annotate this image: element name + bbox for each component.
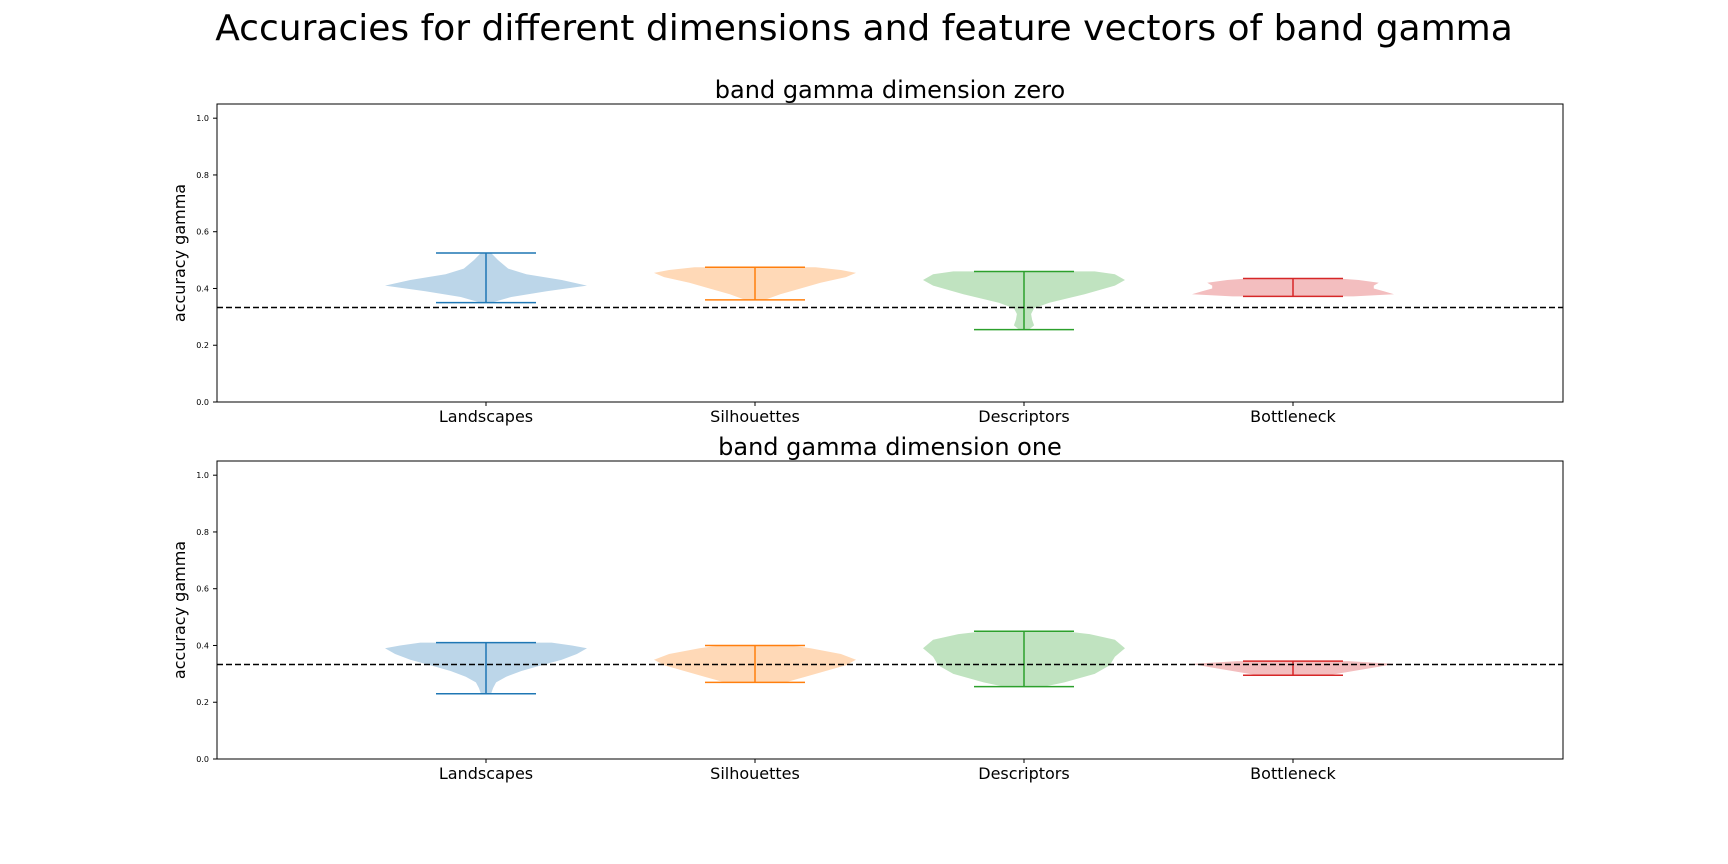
chart-panel-0: band gamma dimension zero accuracy gamma 0… [170, 76, 1564, 426]
x-tick-label: Silhouettes [710, 764, 800, 783]
x-tick-label: Descriptors [978, 407, 1069, 426]
y-tick-label: 1.0 [196, 114, 209, 123]
y-tick-label: 0.2 [196, 698, 209, 707]
x-tick-label: Landscapes [439, 764, 533, 783]
chart-panel-1: band gamma dimension one accuracy gamma 0.… [170, 433, 1564, 783]
y-tick-label: 0.4 [196, 284, 209, 293]
y-tick-label: 0.0 [196, 398, 209, 407]
chart-title: band gamma dimension zero [715, 76, 1065, 104]
y-axis-label: accuracy gamma [170, 184, 189, 322]
y-tick-label: 0.2 [196, 341, 209, 350]
figure-title: Accuracies for different dimensions and … [215, 8, 1513, 49]
y-tick-label: 0.6 [196, 585, 209, 594]
y-tick-label: 0.8 [196, 171, 209, 180]
x-tick-label: Silhouettes [710, 407, 800, 426]
y-tick-label: 0.8 [196, 528, 209, 537]
plot-frame [216, 103, 1564, 403]
chart-title: band gamma dimension one [718, 433, 1062, 461]
y-tick-label: 1.0 [196, 471, 209, 480]
x-tick-label: Bottleneck [1250, 407, 1336, 426]
y-tick-label: 0.4 [196, 641, 209, 650]
y-tick-label: 0.0 [196, 755, 209, 764]
plot-frame [216, 460, 1564, 760]
x-tick-label: Bottleneck [1250, 764, 1336, 783]
y-axis-label: accuracy gamma [170, 541, 189, 679]
y-tick-label: 0.6 [196, 228, 209, 237]
x-tick-label: Landscapes [439, 407, 533, 426]
x-tick-label: Descriptors [978, 764, 1069, 783]
